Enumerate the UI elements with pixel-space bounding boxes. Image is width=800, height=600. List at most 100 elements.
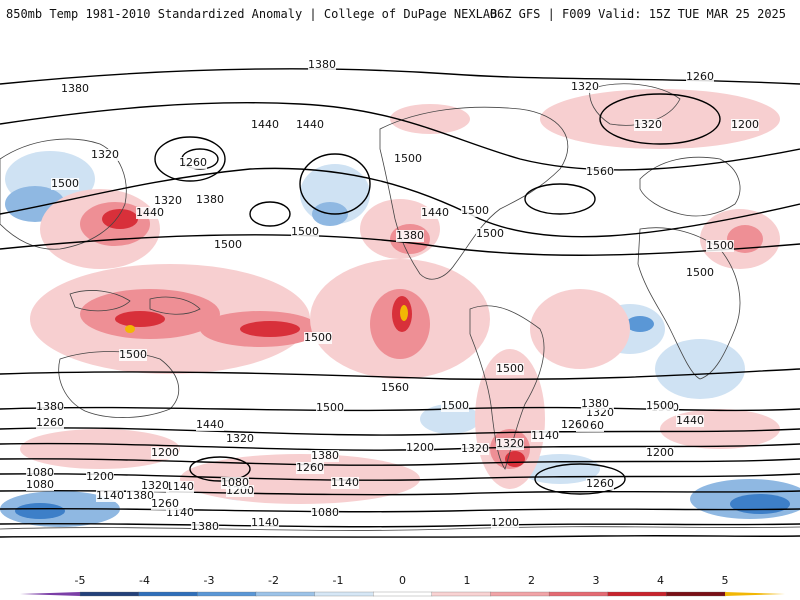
contour-label-bg (214, 239, 242, 251)
cool-anomaly (655, 339, 745, 399)
contour-label: 1500 (461, 204, 489, 217)
contour-line (0, 167, 800, 238)
contour-label-bg (36, 417, 64, 429)
colorbar-segment (138, 591, 198, 597)
contour-label-bg (296, 119, 324, 131)
contour-label-bg (686, 71, 714, 83)
coastline-north-america (379, 106, 569, 280)
colorbar-tick-label: -3 (204, 574, 215, 587)
colorbar-segment (255, 591, 316, 597)
contour-label: 1140 (331, 476, 359, 489)
contour-label: 1500 (394, 152, 422, 165)
colorbar-segment (490, 591, 550, 597)
contour-line (599, 93, 721, 145)
contour-label: 1500 (441, 399, 469, 412)
contour-label: 1200 (406, 441, 434, 454)
contour-label-bg (496, 438, 524, 450)
contour-label: 1080 (26, 466, 54, 479)
coastline-islands (149, 296, 201, 315)
contour-label-bg (531, 430, 559, 442)
contour-label-bg (151, 447, 179, 459)
contour-label: 1380 (311, 449, 339, 462)
contour-line (249, 201, 291, 227)
contour-label-bg (406, 442, 434, 454)
contour-label-bg (571, 81, 599, 93)
header: 850mb Temp 1981-2010 Standardized Anomal… (0, 0, 800, 28)
contour-label-bg (461, 205, 489, 217)
warm-anomaly (390, 104, 470, 134)
contour-label-bg (731, 119, 759, 131)
contour-label-bg (296, 462, 324, 474)
contour-label: 1440 (676, 414, 704, 427)
warm-anomaly (727, 225, 763, 253)
contour-label-bg (179, 157, 207, 169)
contour-label-bg (226, 433, 254, 445)
contour-label-bg (26, 467, 54, 479)
cool-anomaly (626, 316, 654, 332)
contour-line (189, 456, 251, 482)
colorbar-tick-label: 5 (722, 574, 729, 587)
contour-label: 1200 (151, 446, 179, 459)
contour-line (0, 406, 800, 412)
contour-label-bg (586, 478, 614, 490)
warm-anomaly (240, 321, 300, 337)
contour-label: 1320 (91, 148, 119, 161)
contour-label-bg (316, 402, 344, 414)
contour-label-bg (196, 419, 224, 431)
contour-label: 1500 (476, 227, 504, 240)
contour-label-bg (91, 149, 119, 161)
colorbar-segment (314, 591, 374, 597)
contour-label: 1320 (226, 432, 254, 445)
contour-label: 1500 (51, 177, 79, 190)
contour-label: 1500 (706, 239, 734, 252)
height-contours (0, 68, 800, 538)
contour-label: 1080 (311, 506, 339, 519)
anomaly-map-canvas: 1380138012601320144014401500138013201200… (0, 29, 800, 554)
contour-label: 1440 (251, 118, 279, 131)
contour-label-bg (381, 382, 409, 394)
contour-label-bg (646, 447, 674, 459)
colorbar-tick-label: 3 (593, 574, 600, 587)
contour-label: 1380 (126, 489, 154, 502)
colorbar-segment (666, 591, 726, 597)
contour-label: 1560 (381, 381, 409, 394)
contour-label-bg (304, 332, 332, 344)
contour-label: 1260 (36, 416, 64, 429)
colorbar-segment (607, 591, 668, 597)
colorbar-segment (373, 591, 433, 597)
contour-label-bg (311, 450, 339, 462)
contour-label-bg (151, 498, 179, 510)
contour-label-bg (461, 443, 489, 455)
contour-label: 1080 (26, 478, 54, 491)
contour-label: 1260 (586, 477, 614, 490)
colorbar-ticks: -5 -4 -3 -2 -1 0 1 2 3 4 5 (75, 574, 729, 587)
contour-label: 1380 (308, 58, 336, 71)
colorbar-tick-label: 1 (464, 574, 471, 587)
colorbar-segment (725, 592, 785, 596)
contour-label: 1500 (304, 331, 332, 344)
contour-label: 1260 (686, 70, 714, 83)
contour-label: 1140 (166, 480, 194, 493)
coastline-europe (639, 156, 741, 217)
contour-label-bg (634, 119, 662, 131)
cool-anomaly (730, 494, 790, 514)
contour-label-bg (394, 153, 422, 165)
contour-label: 1140 (531, 429, 559, 442)
colorbar-segment (197, 591, 257, 597)
contour-label: 1140 (251, 516, 279, 529)
model-run-info: 06Z GFS | F009 Valid: 15Z TUE MAR 25 202… (489, 7, 786, 21)
contour-label: 1500 (119, 348, 147, 361)
contour-label: 1380 (581, 397, 609, 410)
contour-label: 1440 (296, 118, 324, 131)
contour-label-bg (311, 507, 339, 519)
contour-label-bg (308, 59, 336, 71)
coastline-south-america (469, 305, 545, 470)
coastline-asia (0, 138, 127, 250)
contour-label-bg (706, 240, 734, 252)
contour-label-bg (686, 267, 714, 279)
colorbar-tick-label: 4 (657, 574, 664, 587)
contour-label: 1260 (151, 497, 179, 510)
contour-label-bg (581, 398, 609, 410)
contour-line (0, 234, 800, 256)
extreme-warm-anomaly (400, 305, 408, 321)
